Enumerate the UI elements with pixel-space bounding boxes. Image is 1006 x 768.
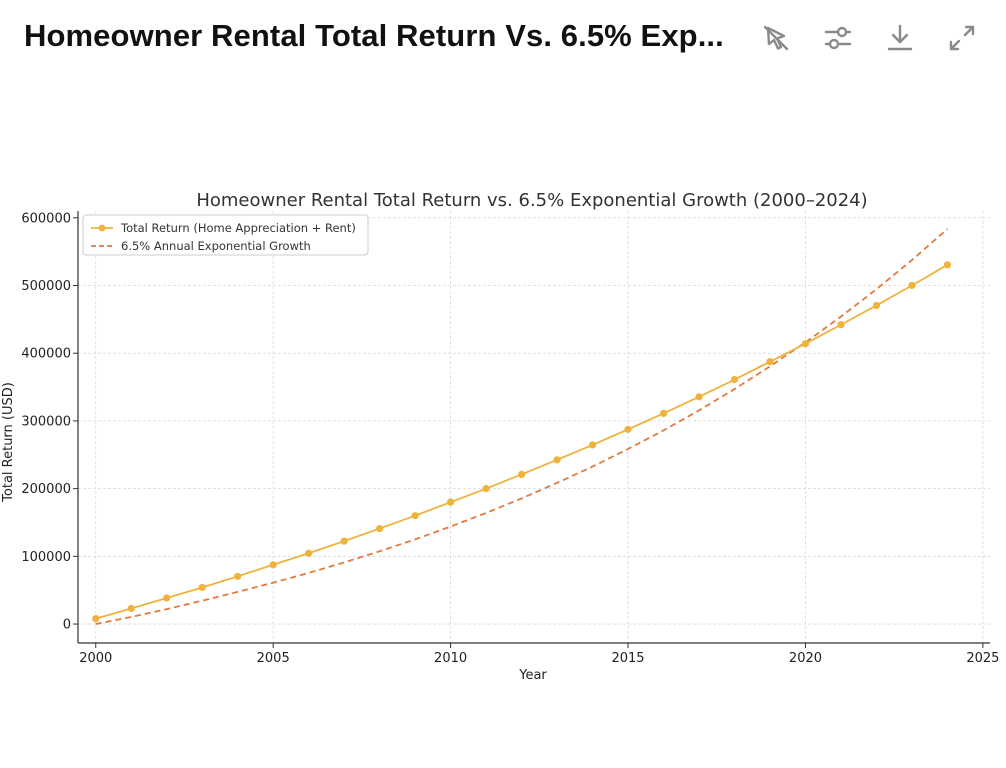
- data-point: [411, 512, 419, 520]
- x-axis-label: Year: [518, 668, 547, 683]
- data-point: [482, 485, 490, 493]
- data-point: [837, 321, 845, 329]
- x-tick-label: 2015: [611, 651, 644, 666]
- data-point: [659, 409, 668, 418]
- line-chart: 2000 2005 2010 2015 2020 2025 0 100000 200000 300…: [1, 190, 999, 683]
- y-axis-label: Total Return (USD): [1, 382, 16, 503]
- x-tick-label: 2000: [79, 651, 112, 666]
- settings-button[interactable]: [822, 20, 854, 56]
- data-point: [908, 281, 916, 290]
- data-point: [766, 358, 774, 366]
- header: Homeowner Rental Total Return Vs. 6.5% E…: [0, 0, 1006, 80]
- data-point: [588, 441, 597, 449]
- y-tick-label: 500000: [21, 279, 71, 294]
- x-tick-label: 2010: [434, 651, 467, 666]
- series-line-exponential-growth: [95, 228, 949, 625]
- series-line-total-return: [95, 264, 948, 620]
- data-point: [198, 583, 206, 592]
- y-tick-label: 200000: [21, 482, 71, 497]
- expand-button[interactable]: [946, 20, 978, 56]
- data-point: [92, 615, 100, 623]
- chart-title: Homeowner Rental Total Return vs. 6.5% E…: [196, 190, 867, 211]
- expand-icon: [949, 25, 975, 51]
- x-tick-label: 2020: [789, 651, 822, 666]
- legend-marker-total-return: [98, 224, 106, 232]
- x-tick-label: 2005: [257, 651, 290, 666]
- data-point: [553, 456, 561, 464]
- toolbar: [760, 20, 978, 56]
- x-tick-label: 2025: [966, 651, 999, 666]
- y-tick-label: 600000: [21, 211, 71, 226]
- data-point: [305, 549, 313, 557]
- data-point: [234, 572, 242, 580]
- data-point: [163, 594, 171, 602]
- data-point: [447, 498, 455, 506]
- data-point: [127, 604, 135, 613]
- data-point: [340, 537, 348, 545]
- download-icon: [887, 24, 913, 51]
- data-point: [624, 425, 632, 433]
- y-tick-label: 100000: [21, 550, 71, 565]
- data-point: [801, 340, 810, 348]
- download-button[interactable]: [884, 20, 916, 56]
- page-title: Homeowner Rental Total Return Vs. 6.5% E…: [24, 18, 724, 53]
- data-point: [695, 393, 703, 401]
- y-tick-label: 0: [63, 618, 71, 633]
- data-point: [376, 524, 384, 533]
- data-point: [269, 561, 277, 569]
- cursor-off-icon: [763, 25, 789, 51]
- disable-interaction-button[interactable]: [760, 20, 792, 56]
- data-point: [872, 301, 881, 310]
- data-point: [943, 261, 952, 269]
- data-point: [517, 470, 526, 478]
- legend-box: [82, 214, 369, 256]
- sliders-icon: [824, 26, 852, 50]
- y-tick-label: 300000: [21, 414, 71, 429]
- legend-label-exponential-growth: 6.5% Annual Exponential Growth: [121, 239, 311, 253]
- y-tick-label: 400000: [21, 347, 71, 362]
- data-point: [730, 376, 739, 384]
- legend-label-total-return: Total Return (Home Appreciation + Rent): [120, 221, 356, 235]
